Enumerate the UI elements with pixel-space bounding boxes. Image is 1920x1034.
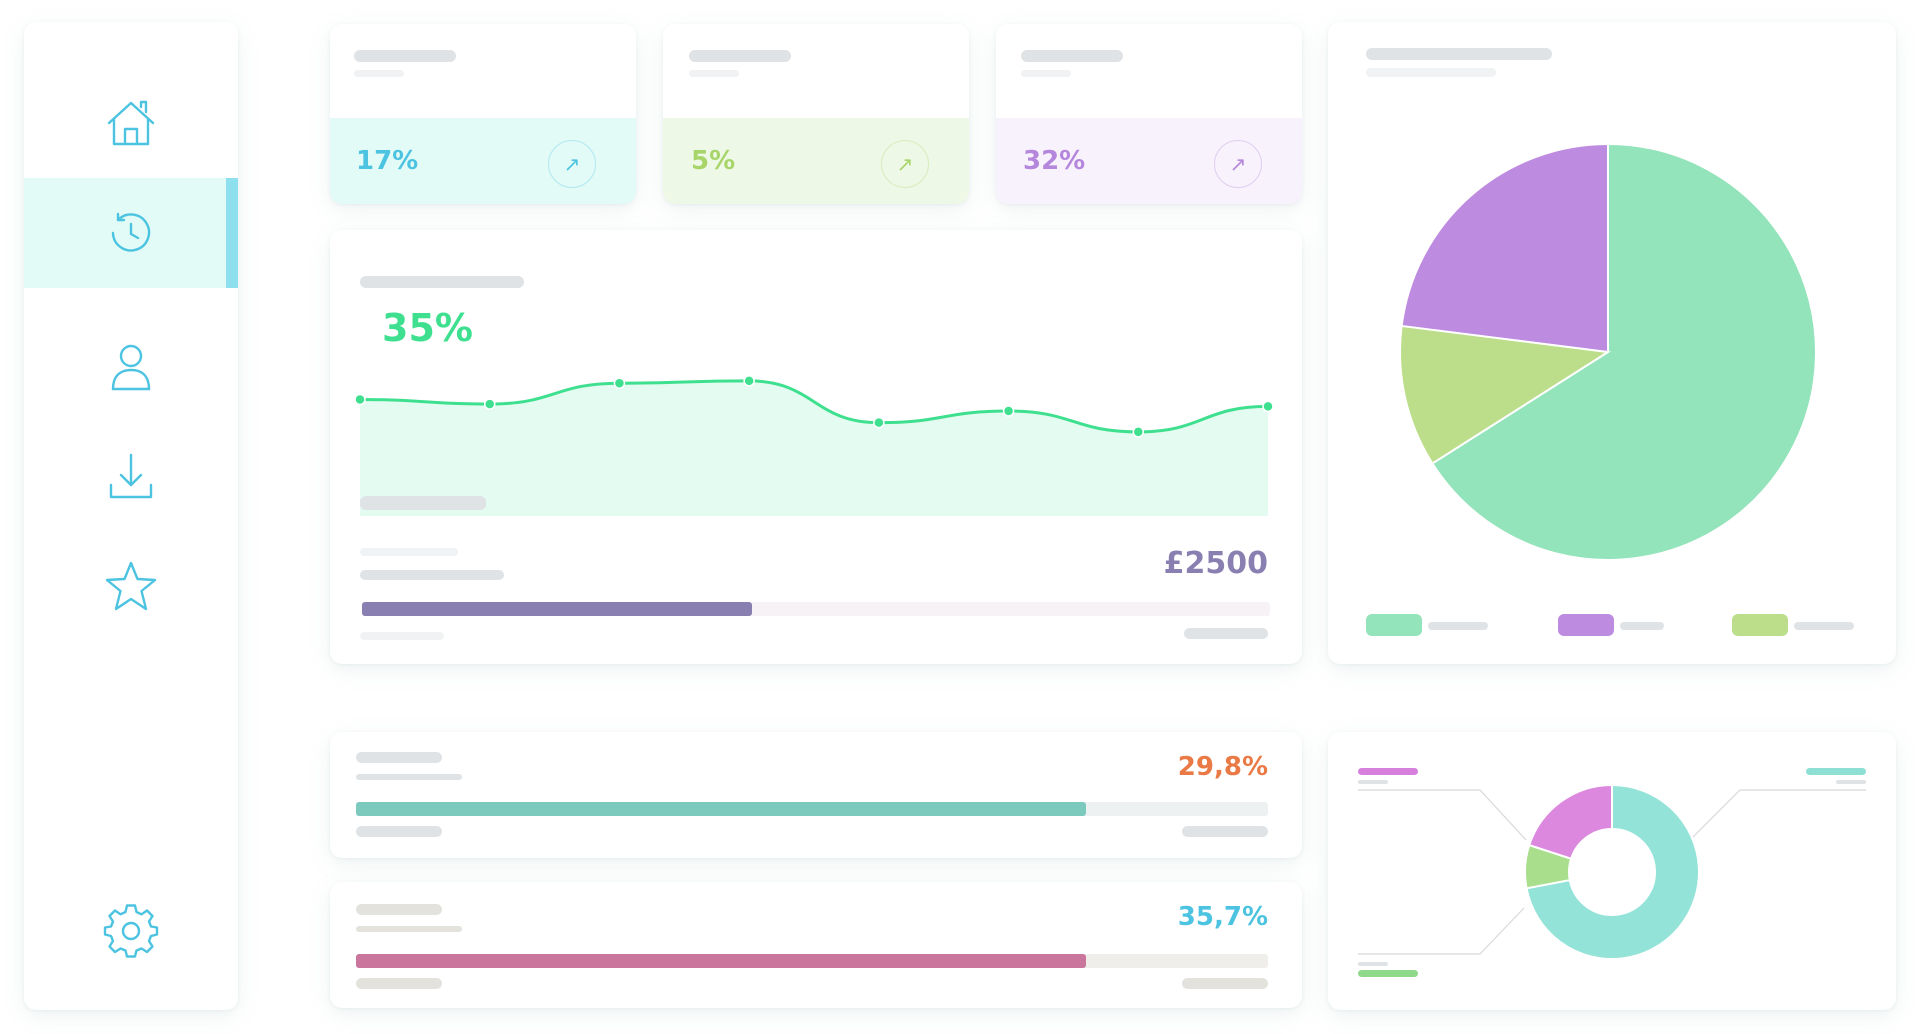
donut-leader-lines [1358,789,1866,955]
progress-fill [356,954,1086,968]
pie-legend-label-3 [1794,622,1854,630]
stat-card-1: 17% ↗ [330,24,636,204]
amount-footer-placeholder [360,632,444,640]
progress-fill [356,802,1086,816]
nav-favorites[interactable] [24,532,238,642]
stat-title-placeholder [354,50,456,62]
progress-title-placeholder [356,752,442,763]
progress-value: 35,7% [1177,902,1268,932]
progress-track [356,954,1268,968]
stat-title-placeholder [689,50,791,62]
stat-value: 5% [691,146,736,176]
donut-slice-1 [1525,783,1700,960]
donut-label-top-left [1358,768,1418,775]
stat-value: 32% [1023,146,1086,176]
stat-subtitle-placeholder [689,70,739,77]
progress-card-1: 29,8% [330,732,1302,858]
trend-point-6 [1002,405,1015,417]
pie-card [1328,22,1896,664]
pie-legend-label-2 [1620,622,1664,630]
donut-chart [1358,783,1866,960]
nav-history[interactable] [24,178,238,288]
donut-label-bottom-left-sub [1358,962,1388,966]
pie-subtitle-placeholder [1366,68,1496,77]
pie-legend-swatch-2 [1558,614,1614,636]
nav-home[interactable] [24,68,238,178]
progress-title-placeholder [356,904,442,915]
progress-footer-placeholder [356,826,442,837]
donut-slice-3 [1527,783,1613,860]
donut-label-top-right-sub [1836,780,1866,784]
history-icon [111,212,151,252]
stat-value: 17% [356,146,419,176]
trend-point-5 [873,416,885,429]
trend-title-placeholder [360,276,524,288]
trend-card: 35% £2500 [330,230,1302,664]
nav-user[interactable] [24,312,238,422]
donut-label-bottom-left [1358,970,1418,977]
trend-point-3 [613,377,626,389]
star-icon [105,561,157,611]
progress-footer-right-placeholder [1182,826,1268,837]
arrow-up-right-icon: ↗ [896,152,914,176]
trend-point-4 [743,375,755,387]
nav-download[interactable] [24,422,238,532]
pie-legend-label-1 [1428,622,1488,630]
donut-label-top-right [1806,768,1866,775]
progress-footer-placeholder [356,978,442,989]
trend-point-2 [483,398,496,410]
trend-line [359,379,1269,434]
arrow-up-right-icon: ↗ [1229,152,1247,176]
stat-trend-button[interactable]: ↗ [881,140,929,188]
stat-title-placeholder [1021,50,1123,62]
amount-progress-track [362,602,1270,616]
nav-settings[interactable] [24,876,238,986]
amount-progress-fill [362,602,753,616]
progress-value: 29,8% [1177,752,1268,782]
user-icon [111,344,151,391]
amount-value: £2500 [1163,546,1268,581]
trend-point-7 [1132,426,1145,438]
gear-icon [103,904,159,958]
trend-axis-placeholder [360,496,486,510]
trend-chart [356,375,1274,516]
active-indicator [226,178,238,288]
stat-card-3: 32% ↗ [996,24,1302,204]
trend-value: 35% [382,306,473,350]
pie-slice-1 [1430,142,1817,561]
amount-footer-right-placeholder [1184,628,1268,639]
pie-slice-3 [1400,142,1609,354]
amount-subtitle-placeholder [360,548,458,556]
arrow-up-right-icon: ↗ [563,152,581,176]
progress-subtitle-placeholder [356,774,462,780]
stat-subtitle-placeholder [354,70,404,77]
trend-point-8 [1262,400,1274,413]
sidebar [24,22,238,1010]
progress-card-2: 35,7% [330,882,1302,1008]
pie-title-placeholder [1366,48,1552,60]
progress-subtitle-placeholder [356,926,462,932]
stat-card-2: 5% ↗ [663,24,969,204]
progress-track [356,802,1268,816]
stat-subtitle-placeholder [1021,70,1071,77]
donut-label-top-left-sub [1358,780,1388,784]
trend-point-1 [356,393,366,406]
donut-card [1328,732,1896,1010]
amount-label-placeholder [360,570,504,580]
pie-slice-2 [1399,324,1611,465]
stat-trend-button[interactable]: ↗ [548,140,596,188]
pie-chart [1399,142,1817,561]
home-icon [107,100,155,146]
pie-legend-swatch-1 [1366,614,1422,636]
progress-footer-right-placeholder [1182,978,1268,989]
pie-legend-swatch-3 [1732,614,1788,636]
download-icon [109,453,153,499]
stat-trend-button[interactable]: ↗ [1214,140,1262,188]
